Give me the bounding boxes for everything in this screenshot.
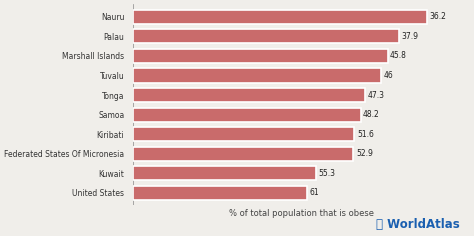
Bar [133,29,399,43]
Text: 37.9: 37.9 [401,32,419,41]
Text: 51.6: 51.6 [357,130,374,139]
Bar [133,108,361,122]
Bar [133,147,354,161]
Bar [133,127,355,141]
Bar [133,88,365,102]
Text: 61: 61 [310,188,319,197]
Bar [133,49,388,63]
Bar [133,10,427,24]
Text: 45.8: 45.8 [390,51,407,60]
Bar [133,68,382,83]
Text: ⓘ WorldAtlas: ⓘ WorldAtlas [376,218,460,231]
Text: 48.2: 48.2 [363,110,380,119]
X-axis label: % of total population that is obese: % of total population that is obese [229,209,374,218]
Bar [133,186,307,200]
Text: 46: 46 [384,71,393,80]
Text: 52.9: 52.9 [356,149,373,158]
Text: 55.3: 55.3 [318,169,335,178]
Text: 47.3: 47.3 [367,91,384,100]
Text: 36.2: 36.2 [429,12,446,21]
Bar [133,166,316,180]
